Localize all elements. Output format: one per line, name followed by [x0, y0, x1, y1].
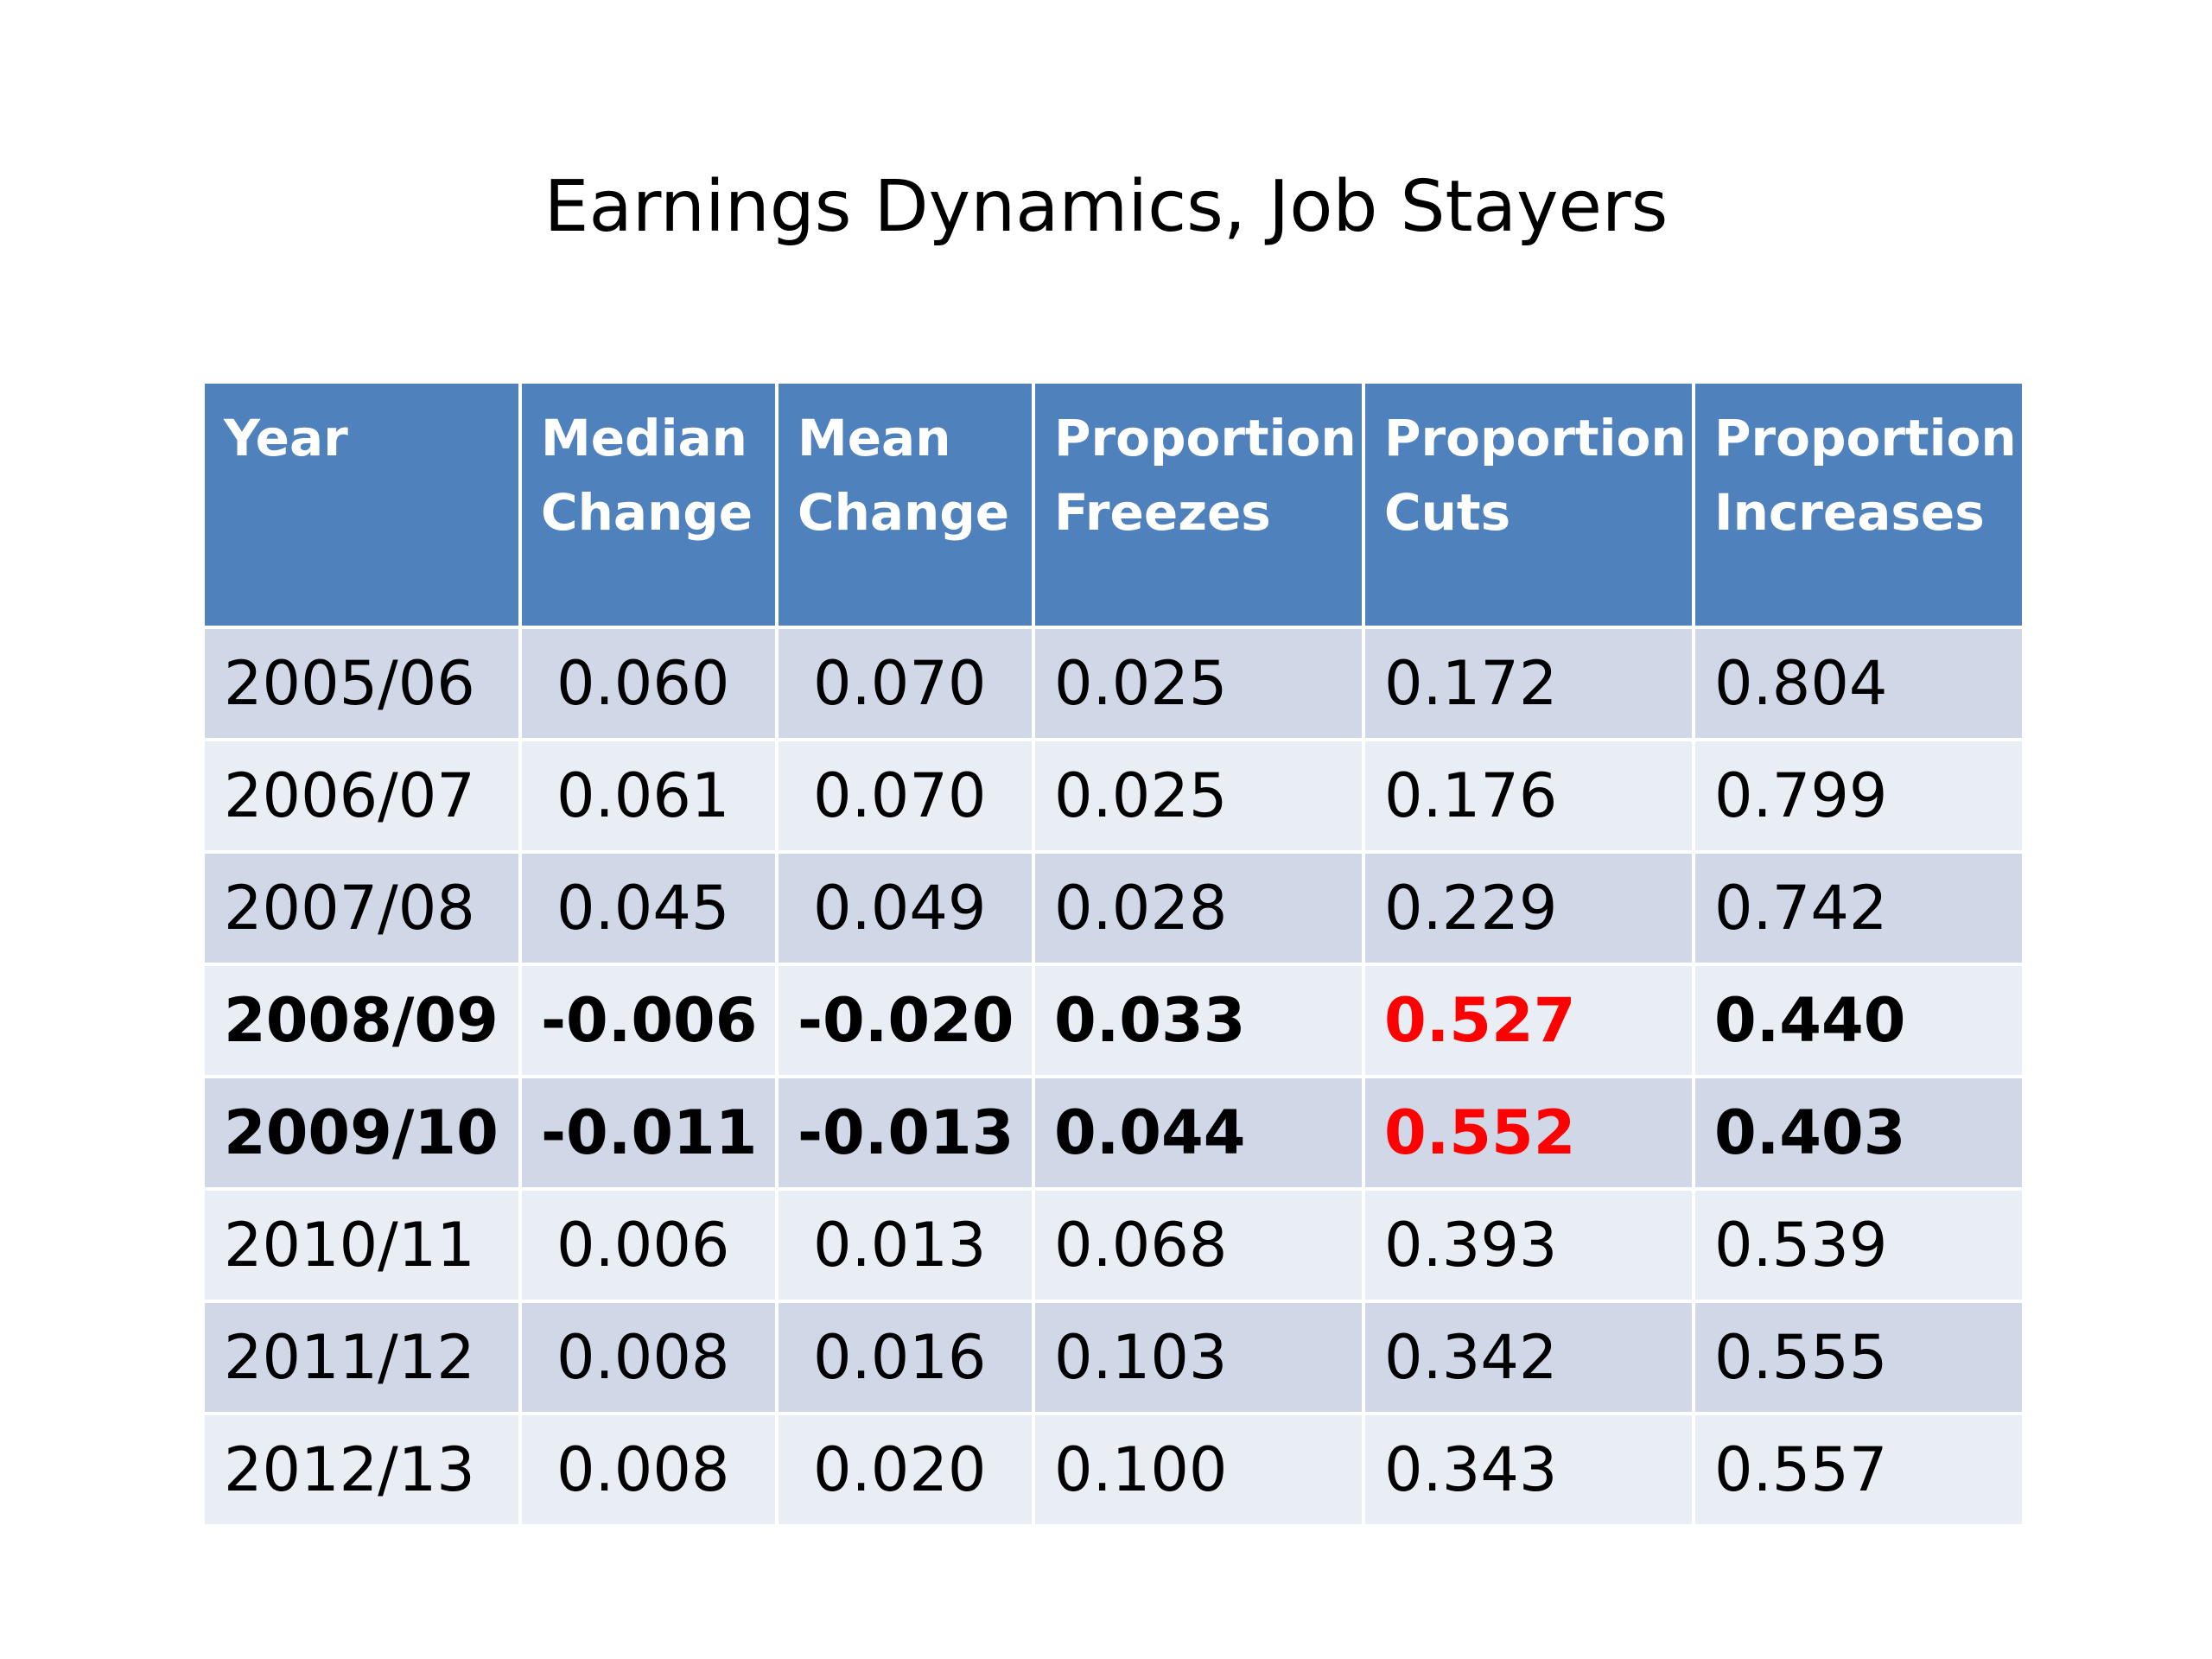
cell-mean-change: 0.016 — [775, 1300, 1035, 1415]
table-row: 2011/12 0.008 0.016 0.103 0.342 0.555 — [201, 1300, 2025, 1415]
table-row-recession: 2009/10 -0.011 -0.013 0.044 0.552 0.403 — [201, 1075, 2025, 1191]
table-row: 2005/06 0.060 0.070 0.025 0.172 0.804 — [201, 626, 2025, 741]
header-proportion-freezes: Proportion Freezes — [1032, 380, 1365, 629]
cell-proportion-freezes: 0.103 — [1032, 1300, 1365, 1415]
cell-year: 2005/06 — [201, 626, 522, 741]
cell-median-change: 0.045 — [518, 850, 779, 966]
cell-mean-change: 0.013 — [775, 1187, 1035, 1303]
cell-year: 2008/09 — [201, 963, 522, 1078]
cell-proportion-cuts-highlighted: 0.552 — [1362, 1075, 1695, 1191]
cell-mean-change: -0.013 — [775, 1075, 1035, 1191]
cell-proportion-increases: 0.804 — [1692, 626, 2025, 741]
cell-year: 2011/12 — [201, 1300, 522, 1415]
cell-proportion-cuts: 0.176 — [1362, 738, 1695, 854]
earnings-table: Year Median Change Mean Change Proportio… — [201, 380, 2025, 1528]
cell-proportion-cuts: 0.343 — [1362, 1412, 1695, 1528]
cell-mean-change: 0.070 — [775, 626, 1035, 741]
table-row: 2010/11 0.006 0.013 0.068 0.393 0.539 — [201, 1187, 2025, 1303]
cell-year: 2009/10 — [201, 1075, 522, 1191]
cell-median-change: 0.061 — [518, 738, 779, 854]
header-proportion-cuts: Proportion Cuts — [1362, 380, 1695, 629]
slide-title: Earnings Dynamics, Job Stayers — [543, 166, 1669, 248]
cell-mean-change: -0.020 — [775, 963, 1035, 1078]
cell-proportion-freezes: 0.044 — [1032, 1075, 1365, 1191]
cell-proportion-freezes: 0.033 — [1032, 963, 1365, 1078]
cell-mean-change: 0.020 — [775, 1412, 1035, 1528]
cell-proportion-increases: 0.742 — [1692, 850, 2025, 966]
cell-mean-change: 0.049 — [775, 850, 1035, 966]
table-row: 2006/07 0.061 0.070 0.025 0.176 0.799 — [201, 738, 2025, 854]
cell-median-change: 0.006 — [518, 1187, 779, 1303]
cell-year: 2006/07 — [201, 738, 522, 854]
cell-year: 2007/08 — [201, 850, 522, 966]
cell-proportion-freezes: 0.100 — [1032, 1412, 1365, 1528]
header-proportion-increases: Proportion Increases — [1692, 380, 2025, 629]
cell-median-change: -0.006 — [518, 963, 779, 1078]
table-row: 2012/13 0.008 0.020 0.100 0.343 0.557 — [201, 1412, 2025, 1528]
header-median-change: Median Change — [518, 380, 779, 629]
table-row-recession: 2008/09 -0.006 -0.020 0.033 0.527 0.440 — [201, 963, 2025, 1078]
cell-mean-change: 0.070 — [775, 738, 1035, 854]
header-mean-change: Mean Change — [775, 380, 1035, 629]
cell-median-change: 0.060 — [518, 626, 779, 741]
cell-proportion-increases: 0.555 — [1692, 1300, 2025, 1415]
cell-proportion-increases: 0.440 — [1692, 963, 2025, 1078]
cell-proportion-increases: 0.557 — [1692, 1412, 2025, 1528]
table-row: 2007/08 0.045 0.049 0.028 0.229 0.742 — [201, 850, 2025, 966]
cell-median-change: 0.008 — [518, 1412, 779, 1528]
cell-proportion-freezes: 0.068 — [1032, 1187, 1365, 1303]
cell-proportion-increases: 0.539 — [1692, 1187, 2025, 1303]
cell-proportion-increases: 0.403 — [1692, 1075, 2025, 1191]
cell-proportion-cuts: 0.229 — [1362, 850, 1695, 966]
cell-proportion-increases: 0.799 — [1692, 738, 2025, 854]
cell-proportion-cuts: 0.342 — [1362, 1300, 1695, 1415]
cell-median-change: -0.011 — [518, 1075, 779, 1191]
cell-proportion-freezes: 0.025 — [1032, 738, 1365, 854]
cell-proportion-freezes: 0.025 — [1032, 626, 1365, 741]
cell-proportion-cuts: 0.393 — [1362, 1187, 1695, 1303]
cell-proportion-cuts: 0.172 — [1362, 626, 1695, 741]
cell-median-change: 0.008 — [518, 1300, 779, 1415]
header-row: Year Median Change Mean Change Proportio… — [201, 380, 2025, 629]
cell-year: 2010/11 — [201, 1187, 522, 1303]
header-year: Year — [201, 380, 522, 629]
cell-year: 2012/13 — [201, 1412, 522, 1528]
cell-proportion-cuts-highlighted: 0.527 — [1362, 963, 1695, 1078]
cell-proportion-freezes: 0.028 — [1032, 850, 1365, 966]
